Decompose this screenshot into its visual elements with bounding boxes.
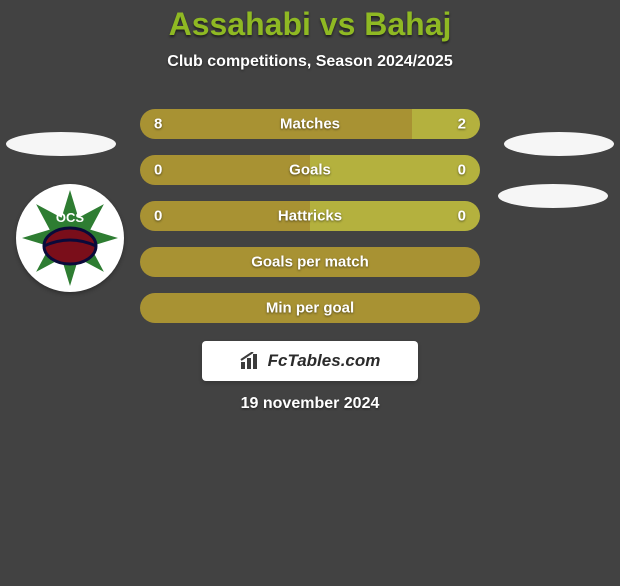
bar-left-value: 0 [154,208,162,225]
bar-label: Min per goal [266,300,354,317]
fctables-badge[interactable]: FcTables.com [202,341,418,381]
subtitle: Club competitions, Season 2024/2025 [0,53,620,71]
player-left-placeholder [6,132,116,156]
bar-label: Goals [289,162,331,179]
club-crest: OCS [16,184,124,292]
bar-label: Matches [280,116,340,133]
fctables-label: FcTables.com [268,351,381,371]
bar-chart-icon [240,352,262,370]
bar-right-value: 0 [458,208,466,225]
bar-left-value: 0 [154,162,162,179]
stat-bar: 0 0 Hattricks [140,201,480,231]
club-crest-icon: OCS [16,184,124,292]
bar-left-fill [140,109,412,139]
bar-left-fill [140,155,310,185]
player-right-placeholder-top [504,132,614,156]
bar-right-fill [412,109,480,139]
bar-label: Hattricks [278,208,342,225]
bar-label: Goals per match [251,254,369,271]
stat-bar: Goals per match [140,247,480,277]
bar-right-fill [310,155,480,185]
bar-right-value: 0 [458,162,466,179]
bar-right-value: 2 [458,116,466,133]
stat-bar: 8 2 Matches [140,109,480,139]
footer-date: 19 november 2024 [0,395,620,413]
player-right-placeholder-bottom [498,184,608,208]
stat-bar: 0 0 Goals [140,155,480,185]
stat-bar: Min per goal [140,293,480,323]
bar-left-value: 8 [154,116,162,133]
svg-text:OCS: OCS [56,210,85,225]
page-title: Assahabi vs Bahaj [0,6,620,43]
